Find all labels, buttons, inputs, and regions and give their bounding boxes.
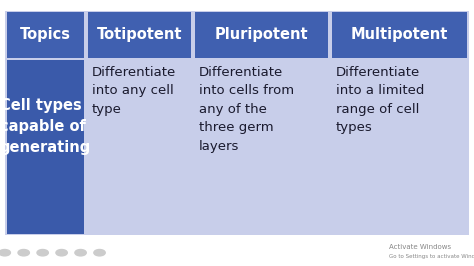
Text: Pluripotent: Pluripotent: [215, 27, 308, 42]
Circle shape: [56, 250, 67, 256]
Text: Differentiate
into cells from
any of the
three germ
layers: Differentiate into cells from any of the…: [199, 66, 294, 153]
Bar: [88, 60, 191, 234]
Circle shape: [18, 250, 29, 256]
Bar: [332, 12, 467, 58]
Circle shape: [94, 250, 105, 256]
Bar: [195, 60, 328, 234]
Text: Activate Windows: Activate Windows: [389, 244, 451, 250]
Text: Differentiate
into a limited
range of cell
types: Differentiate into a limited range of ce…: [336, 66, 424, 134]
Text: Differentiate
into any cell
type: Differentiate into any cell type: [92, 66, 176, 116]
Circle shape: [75, 250, 86, 256]
Circle shape: [37, 250, 48, 256]
Bar: [7, 60, 83, 234]
Text: Go to Settings to activate Windows.: Go to Settings to activate Windows.: [389, 254, 474, 259]
Text: Multipotent: Multipotent: [351, 27, 448, 42]
Bar: [7, 12, 83, 58]
Text: Totipotent: Totipotent: [97, 27, 182, 42]
Circle shape: [0, 250, 10, 256]
Text: Cell types
capable of
generating: Cell types capable of generating: [0, 98, 91, 155]
Text: Topics: Topics: [20, 27, 71, 42]
Bar: [88, 12, 191, 58]
Bar: [195, 12, 328, 58]
Bar: [332, 60, 467, 234]
Bar: [5, 11, 469, 235]
